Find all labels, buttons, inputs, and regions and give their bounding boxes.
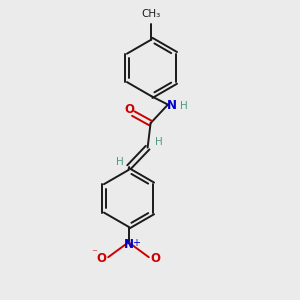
Text: O: O	[97, 252, 106, 265]
Text: N: N	[124, 238, 134, 251]
Text: H: H	[116, 157, 123, 166]
Text: H: H	[155, 137, 163, 147]
Text: O: O	[150, 252, 161, 265]
Text: ⁻: ⁻	[92, 248, 98, 258]
Text: H: H	[180, 101, 187, 111]
Text: N: N	[167, 99, 176, 112]
Text: +: +	[132, 238, 140, 248]
Text: CH₃: CH₃	[142, 9, 161, 19]
Text: O: O	[124, 103, 134, 116]
